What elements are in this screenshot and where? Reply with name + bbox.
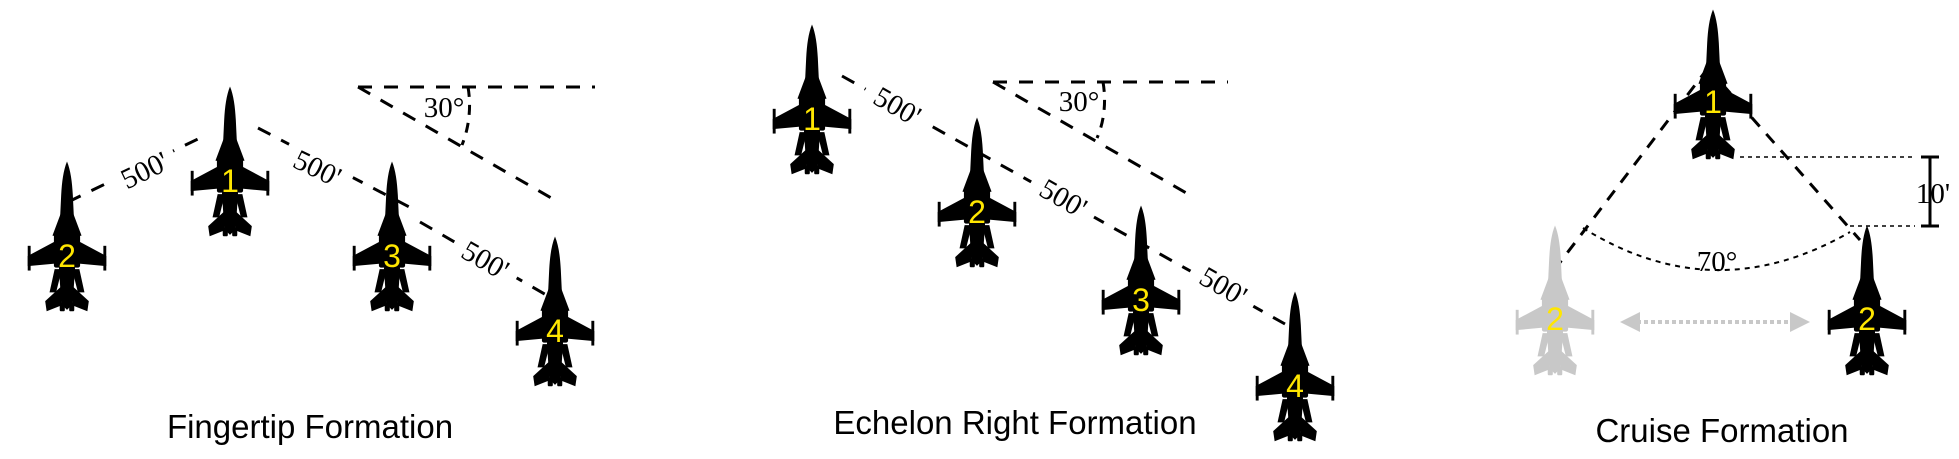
echelon-jet-2-number: 2 — [968, 194, 986, 230]
fingertip-jet-4-number: 4 — [546, 313, 564, 349]
echelon-jet-4-number: 4 — [1286, 368, 1304, 404]
cruise-formation: 70° 10' 1 2 2 Cruise Formation — [1515, 9, 1950, 449]
fingertip-bearing-line — [357, 85, 561, 205]
cruise-step-label: 10' — [1916, 178, 1950, 210]
fingertip-jet-1-icon — [190, 86, 270, 237]
fingertip-jet-2-icon — [27, 161, 107, 312]
fingertip-jet-3-number: 3 — [383, 238, 401, 274]
cruise-angle-label: 70° — [1697, 246, 1738, 278]
fingertip-angle-arc — [460, 86, 472, 146]
cruise-connector-left — [1556, 67, 1710, 266]
fingertip-formation: 500' 500' 500' 30° 2 1 3 4 Fingertip For… — [27, 85, 595, 445]
fingertip-jet-4-icon — [515, 236, 595, 387]
echelon-jet-1-icon — [772, 24, 852, 175]
cruise-caption: Cruise Formation — [1595, 412, 1848, 449]
echelon-jet-3-number: 3 — [1132, 282, 1150, 318]
cruise-connector-right — [1706, 67, 1862, 241]
fingertip-jet-1-number: 1 — [221, 163, 239, 199]
fingertip-jet-2-number: 2 — [58, 238, 76, 274]
cruise-jet-2-number: 2 — [1858, 301, 1876, 337]
fingertip-angle-label: 30° — [424, 92, 465, 124]
echelon-formation: 500' 500' 500' 30° 1 2 3 4 Echelon Right… — [772, 24, 1335, 442]
echelon-jet-3-icon — [1101, 205, 1181, 356]
cruise-angle-arc — [1582, 227, 1851, 271]
echelon-jet-1-number: 1 — [803, 101, 821, 137]
echelon-angle-label: 30° — [1059, 86, 1100, 118]
fingertip-jet-3-icon — [352, 161, 432, 312]
echelon-jet-4-icon — [1255, 291, 1335, 442]
echelon-jet-2-icon — [937, 117, 1017, 268]
cruise-jet-1-number: 1 — [1704, 84, 1722, 120]
echelon-caption: Echelon Right Formation — [833, 404, 1196, 441]
fingertip-caption: Fingertip Formation — [167, 408, 453, 445]
echelon-angle-arc — [1095, 81, 1107, 139]
echelon-bearing-line — [992, 80, 1196, 200]
cruise-jet-2-ghost-number: 2 — [1546, 301, 1564, 337]
